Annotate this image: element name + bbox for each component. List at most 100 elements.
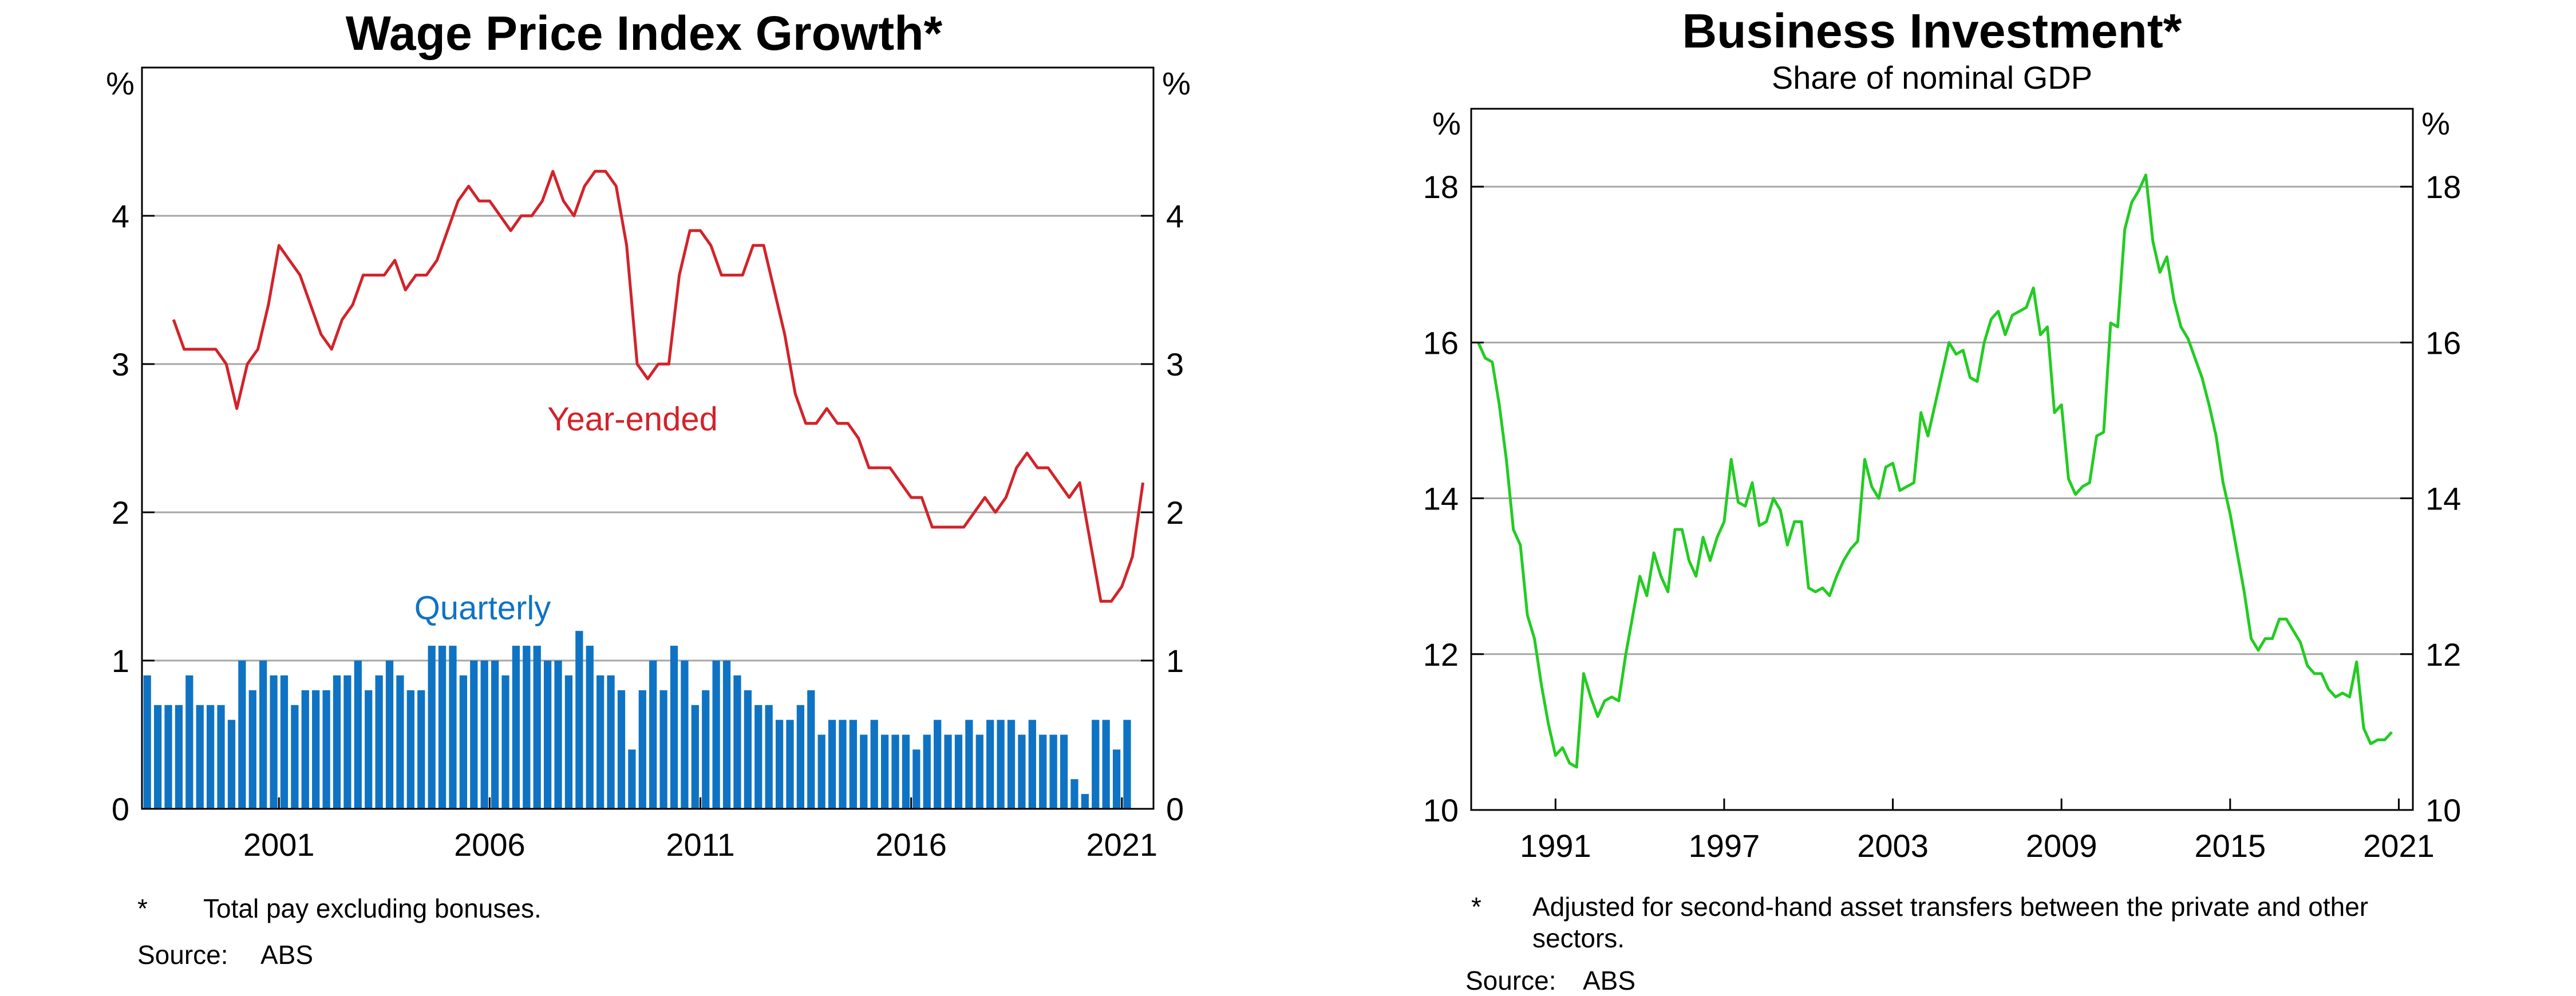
bar xyxy=(807,690,815,809)
bar xyxy=(301,690,309,809)
bar xyxy=(638,690,646,809)
bar xyxy=(207,705,215,809)
x-tick-label: 2021 xyxy=(1086,827,1157,863)
bar xyxy=(775,720,784,809)
y-tick-label-right: 1 xyxy=(1166,643,1184,679)
y-tick-label-left: 4 xyxy=(112,198,129,234)
y-unit-right: % xyxy=(2421,105,2450,141)
bar xyxy=(1070,779,1078,809)
bar xyxy=(449,646,457,809)
y-unit-right: % xyxy=(1162,65,1191,101)
y-tick-label-right: 0 xyxy=(1166,791,1184,827)
bar xyxy=(175,705,183,809)
bar xyxy=(1102,720,1110,809)
series-label-quarterly: Quarterly xyxy=(414,590,551,627)
footnote-marker: * xyxy=(137,894,148,923)
x-tick-label: 2016 xyxy=(875,827,947,863)
source-note: Source: ABS xyxy=(1465,967,1809,996)
bar xyxy=(1018,734,1026,809)
bar xyxy=(839,720,847,809)
bar xyxy=(828,720,836,809)
plot-frame xyxy=(1470,108,2414,811)
bar xyxy=(185,675,193,809)
bar xyxy=(586,646,594,809)
bar xyxy=(291,705,299,809)
x-tick-label: 2001 xyxy=(243,827,315,863)
bar xyxy=(754,705,762,809)
bar xyxy=(786,720,794,809)
bar xyxy=(501,675,509,809)
y-tick-label-left: 10 xyxy=(1423,792,1459,828)
bar xyxy=(628,749,636,809)
bar xyxy=(491,661,499,809)
plot-frame xyxy=(141,66,1155,810)
x-tick-label: 2015 xyxy=(2195,828,2266,864)
chart-title: Wage Price Index Growth* xyxy=(345,6,943,60)
bar xyxy=(659,690,667,809)
bar xyxy=(891,734,899,809)
bar xyxy=(817,734,825,809)
bar xyxy=(1060,734,1068,809)
source-label: Source: xyxy=(1465,966,1556,995)
bar xyxy=(259,661,267,809)
bar xyxy=(997,720,1005,809)
bar xyxy=(1123,720,1131,809)
bar xyxy=(681,661,689,809)
bar xyxy=(1028,720,1036,809)
footnote: * Total pay excluding bonuses. xyxy=(137,893,1225,927)
bar xyxy=(533,646,541,809)
y-tick-label-left: 12 xyxy=(1423,637,1459,673)
y-tick-label-left: 0 xyxy=(112,791,129,827)
y-unit-left: % xyxy=(106,65,135,101)
bar xyxy=(923,734,931,809)
gridlines xyxy=(142,215,1153,662)
bar xyxy=(912,749,920,809)
bar xyxy=(965,720,973,809)
bar xyxy=(1007,720,1016,809)
y-tick-label-left: 1 xyxy=(112,643,129,679)
bar xyxy=(596,675,605,809)
quarterly-bars xyxy=(143,631,1131,809)
bar xyxy=(575,631,583,809)
bar xyxy=(691,705,699,809)
bar xyxy=(986,720,994,809)
bar xyxy=(312,690,320,809)
wage-price-index-chart: 0 0 1 1 2 2 3 3 4 4 2001 2006 2011 2016 2021 % % Year-… xyxy=(106,65,1191,863)
bar xyxy=(153,705,162,809)
bar xyxy=(428,646,436,809)
bar xyxy=(417,690,425,809)
bar xyxy=(438,646,447,809)
bar xyxy=(849,720,858,809)
y-tick-label-right: 10 xyxy=(2425,792,2461,828)
bar xyxy=(1049,734,1057,809)
bar xyxy=(238,661,246,809)
investment-share-line xyxy=(1477,173,2393,769)
bar xyxy=(280,675,289,809)
x-tick-label: 2003 xyxy=(1857,828,1929,864)
bar xyxy=(333,675,341,809)
x-tick-label: 1997 xyxy=(1689,828,1760,864)
chart-subtitle: Share of nominal GDP xyxy=(1771,60,2093,96)
x-tick-label: 2011 xyxy=(666,827,734,863)
bar xyxy=(554,661,562,809)
bar xyxy=(860,734,868,809)
bar xyxy=(480,661,488,809)
y-tick-label-right: 4 xyxy=(1166,198,1184,234)
plot-border xyxy=(1470,108,2414,811)
footnote-marker: * xyxy=(1471,892,1481,922)
y-tick-label-left: 3 xyxy=(112,346,129,382)
x-tick-label: 2009 xyxy=(2026,828,2097,864)
y-tick-label-left: 2 xyxy=(112,495,129,531)
bar xyxy=(712,661,720,809)
bar xyxy=(396,675,404,809)
bar xyxy=(375,675,383,809)
bar xyxy=(544,661,552,809)
bar xyxy=(227,720,236,809)
series-label-year-ended: Year-ended xyxy=(547,401,718,438)
y-tick-label-left: 14 xyxy=(1423,481,1459,517)
series-line xyxy=(172,169,1145,603)
bar xyxy=(196,705,204,809)
bar xyxy=(702,690,710,809)
y-tick-label-left: 18 xyxy=(1423,169,1459,205)
bar xyxy=(796,705,805,809)
